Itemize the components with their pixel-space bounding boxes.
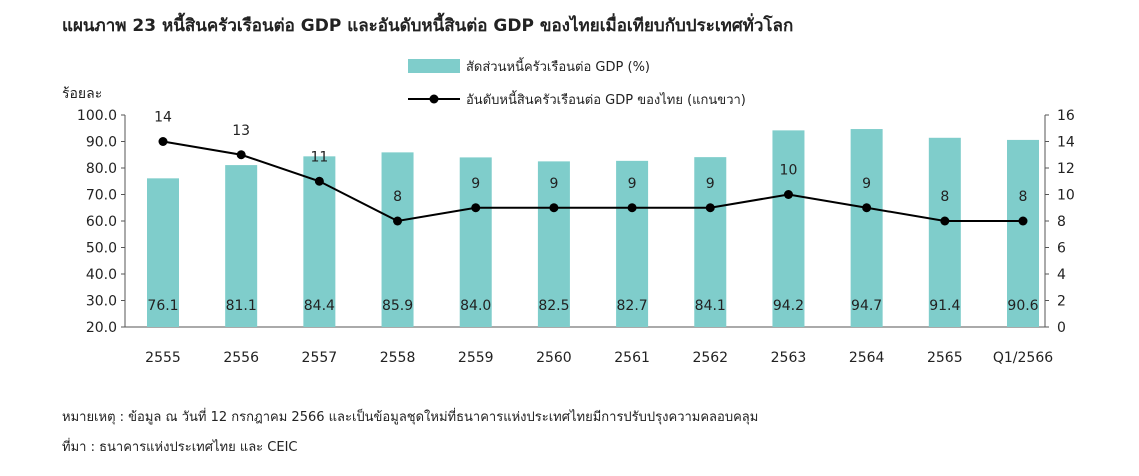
x-tick-label: 2564 [849, 350, 885, 366]
y-left-tick-label: 40.0 [86, 267, 117, 283]
y-left-tick-label: 100.0 [77, 108, 117, 124]
y-left-tick-label: 20.0 [86, 320, 117, 336]
rank-value-label: 9 [471, 176, 480, 192]
bar-value-label: 76.1 [147, 298, 178, 314]
y-right-tick-label: 6 [1057, 241, 1066, 257]
y-right-tick-label: 0 [1057, 320, 1066, 336]
legend: สัดส่วนหนี้ครัวเรือนต่อ GDP (%) อันดับหนี… [408, 57, 746, 108]
rank-value-label: 9 [706, 176, 715, 192]
bar-value-label: 94.7 [851, 298, 882, 314]
bar [537, 161, 570, 327]
y-left-tick-label: 50.0 [86, 241, 117, 257]
rank-point [627, 203, 637, 213]
bar [694, 157, 727, 327]
legend-line-label: อันดับหนี้สินครัวเรือนต่อ GDP ของไทย (แก… [466, 90, 746, 108]
rank-value-label: 8 [393, 189, 402, 205]
axes: 20.0 30.0 40.0 50.0 60.0 70.0 80.0 90.0 100.0 0 2 4… [62, 86, 1075, 366]
bar [459, 157, 492, 327]
y-right-tick-label: 2 [1057, 294, 1066, 310]
x-tick-label: 2556 [223, 350, 259, 366]
y-left-axis-title: ร้อยละ [62, 86, 102, 102]
rank-point [1018, 216, 1028, 226]
bar [381, 152, 414, 327]
x-tick-label: 2559 [458, 350, 494, 366]
rank-value-label: 9 [549, 176, 558, 192]
rank-value-label: 9 [628, 176, 637, 192]
rank-point [236, 150, 246, 160]
legend-bar-swatch [408, 59, 460, 73]
rank-value-label: 9 [862, 176, 871, 192]
legend-bar-label: สัดส่วนหนี้ครัวเรือนต่อ GDP (%) [466, 57, 650, 75]
x-tick-label: 2561 [614, 350, 650, 366]
rank-point [940, 216, 950, 226]
x-tick-label: 2558 [380, 350, 416, 366]
y-left-tick-label: 60.0 [86, 214, 117, 230]
y-left-tick-label: 30.0 [86, 294, 117, 310]
rank-value-label: 13 [232, 123, 250, 139]
x-tick-label: Q1/2566 [993, 350, 1053, 366]
bar [225, 165, 258, 327]
y-left-tick-label: 70.0 [86, 188, 117, 204]
x-tick-label: 2563 [771, 350, 807, 366]
rank-value-label: 8 [940, 189, 949, 205]
rank-point [862, 203, 872, 213]
rank-point [314, 176, 324, 186]
rank-point [783, 190, 793, 199]
bar-value-label: 84.4 [304, 298, 335, 314]
bar-value-label: 90.6 [1007, 298, 1038, 314]
bar-value-label: 85.9 [382, 298, 413, 314]
bar-value-label: 94.2 [773, 298, 804, 314]
bar-value-label: 91.4 [929, 298, 960, 314]
bar-value-label: 84.0 [460, 298, 491, 314]
y-right-tick-label: 14 [1057, 135, 1075, 151]
bar [616, 160, 649, 327]
source-note: ที่มา : ธนาคารแห่งประเทศไทย และ CEIC [62, 440, 298, 455]
bar-value-label: 82.7 [617, 298, 648, 314]
rank-value-label: 11 [310, 149, 328, 165]
bar-value-label: 84.1 [695, 298, 726, 314]
rank-value-label: 14 [154, 110, 172, 126]
bar-value-label: 82.5 [538, 298, 569, 314]
rank-point [471, 203, 481, 213]
x-tick-label: 2565 [927, 350, 963, 366]
y-left-tick-label: 80.0 [86, 161, 117, 177]
bars: 76.1 81.1 84.4 85.9 84.0 82.5 82.7 84.1 94.2 94.7… [147, 129, 1039, 327]
x-tick-label: 2562 [692, 350, 728, 366]
bar-value-label: 81.1 [226, 298, 257, 314]
y-right-tick-label: 10 [1057, 188, 1075, 204]
rank-value-label: 8 [1019, 189, 1028, 205]
rank-point [393, 216, 403, 226]
bar [1007, 139, 1039, 327]
rank-series-line [162, 140, 1023, 223]
y-right-tick-label: 12 [1057, 161, 1075, 177]
rank-value-label: 10 [780, 163, 798, 179]
bar [147, 178, 179, 327]
x-tick-label: 2555 [145, 350, 181, 366]
x-tick-label: 2560 [536, 350, 572, 366]
bar [772, 130, 805, 327]
rank-point [705, 203, 715, 213]
y-right-tick-label: 16 [1057, 108, 1075, 124]
rank-point [158, 137, 168, 146]
footnote: หมายเหตุ : ข้อมูล ณ วันที่ 12 กรกฎาคม 25… [62, 410, 759, 425]
y-right-tick-label: 4 [1057, 267, 1066, 283]
y-right-tick-label: 8 [1057, 214, 1066, 230]
chart: 20.0 30.0 40.0 50.0 60.0 70.0 80.0 90.0 100.0 0 2 4… [62, 57, 1075, 366]
rank-point [549, 203, 559, 213]
rank-line: 14 13 11 8 9 9 9 9 10 9 8 8 [154, 110, 1028, 226]
x-tick-label: 2557 [302, 350, 338, 366]
bar [928, 137, 961, 327]
bar [850, 129, 883, 327]
legend-line-marker [429, 94, 439, 104]
y-left-tick-label: 90.0 [86, 135, 117, 151]
chart-title: แผนภาพ 23 หนี้สินครัวเรือนต่อ GDP และอัน… [62, 16, 794, 36]
